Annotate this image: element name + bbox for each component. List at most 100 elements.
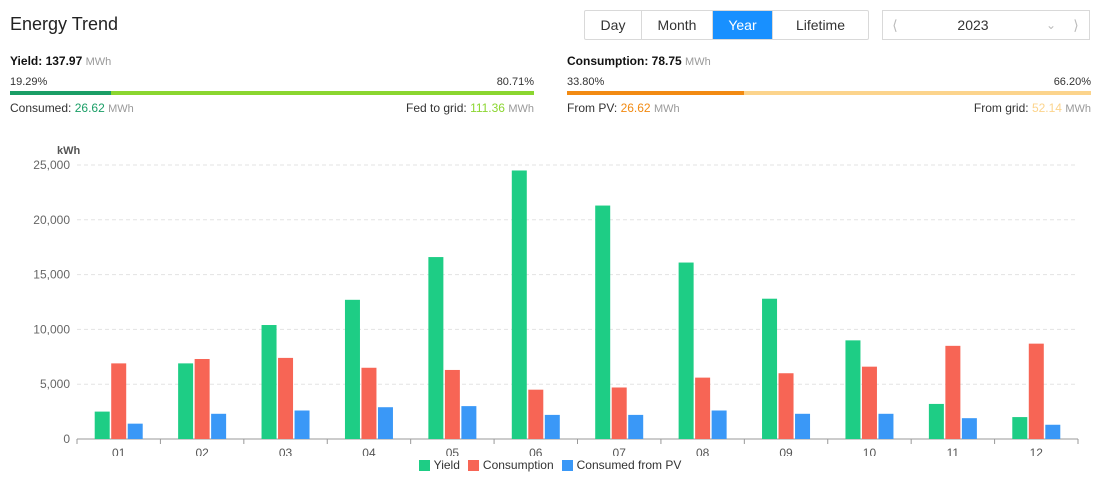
bar-yield — [1012, 417, 1028, 439]
consumption-from-grid: From grid: 52.14 MWh — [974, 101, 1091, 115]
consumption-pv-value: 26.62 — [620, 101, 651, 115]
tab-month[interactable]: Month — [642, 11, 713, 39]
bar-consumption — [361, 367, 377, 439]
x-tick-label: 01 — [112, 446, 126, 456]
bar-consumed-from-pv — [795, 413, 811, 439]
tab-day[interactable]: Day — [585, 11, 642, 39]
bar-consumed-from-pv — [1045, 424, 1061, 439]
x-tick-label: 04 — [362, 446, 376, 456]
x-tick-label: 09 — [779, 446, 793, 456]
consumption-pv-segment — [567, 91, 745, 95]
consumption-pv-label: From PV: — [567, 101, 618, 115]
yield-fed-pct: 80.71% — [496, 76, 534, 88]
tab-lifetime[interactable]: Lifetime — [795, 17, 846, 33]
bar-yield — [94, 411, 110, 439]
tab-year[interactable]: Year — [713, 11, 773, 39]
period-tabs: Day Month Year Lifetime — [584, 10, 869, 40]
yield-label: Yield: — [10, 54, 43, 68]
consumption-value: 78.75 — [651, 54, 682, 68]
x-tick-label: 11 — [947, 446, 960, 456]
bar-consumed-from-pv — [211, 413, 227, 439]
bar-consumed-from-pv — [544, 414, 560, 439]
legend-swatch — [418, 459, 430, 471]
yield-unit: MWh — [85, 56, 112, 68]
bar-consumed-from-pv — [878, 413, 894, 439]
bar-yield — [178, 363, 194, 439]
bar-consumption — [861, 366, 877, 439]
bar-consumed-from-pv — [711, 410, 727, 439]
y-tick-label: 10,000 — [33, 322, 70, 336]
consumption-pv-pct: 33.80% — [567, 76, 605, 88]
consumption-ratio-bar — [567, 91, 1091, 95]
x-tick-label: 06 — [529, 446, 543, 456]
bar-consumed-from-pv — [961, 418, 977, 439]
y-tick-label: 15,000 — [33, 268, 70, 282]
legend-label: Yield — [433, 458, 460, 472]
bar-yield — [595, 205, 611, 439]
page-title: Energy Trend — [10, 14, 119, 34]
bar-consumed-from-pv — [628, 414, 644, 439]
x-tick-label: 02 — [195, 446, 209, 456]
x-tick-label: 05 — [446, 446, 460, 456]
yield-consumed-pct: 19.29% — [10, 76, 48, 88]
bar-consumption — [945, 345, 961, 439]
bar-yield — [678, 262, 694, 439]
bar-consumption — [528, 389, 544, 439]
y-tick-label: 5,000 — [40, 377, 70, 391]
consumption-from-pv: From PV: 26.62 MWh — [567, 101, 680, 115]
yield-consumed-value: 26.62 — [74, 101, 105, 115]
x-tick-label: 10 — [863, 446, 877, 456]
x-tick-label: 08 — [696, 446, 710, 456]
x-tick-label: 07 — [613, 446, 627, 456]
legend-swatch — [467, 459, 479, 471]
bar-consumed-from-pv — [294, 410, 310, 439]
y-tick-label: 0 — [63, 432, 70, 446]
yield-fed-label: Fed to grid: — [406, 101, 467, 115]
chart-legend: Yield Consumption Consumed from PV — [0, 458, 1100, 472]
y-axis-label: kWh — [57, 145, 81, 157]
consumption-label: Consumption: — [567, 54, 649, 68]
energy-bar-chart: kWh 0 5,000 10,000 15,000 20,000 25,000 01 02 03 0… — [33, 145, 1079, 456]
legend-item[interactable]: Consumed from PV — [561, 458, 682, 472]
consumption-grid-pct: 66.20% — [1053, 76, 1091, 88]
bar-yield — [511, 170, 527, 440]
x-tick-label: 12 — [1030, 446, 1044, 456]
bar-consumption — [194, 358, 210, 439]
legend-item[interactable]: Consumption — [467, 458, 554, 472]
chevron-left-icon[interactable]: ⟨ — [892, 16, 898, 33]
bar-consumption — [111, 363, 127, 439]
bar-consumption — [1028, 343, 1044, 439]
yield-ratio-bar — [10, 91, 534, 95]
yield-stat: Yield: 137.97 MWh 19.29% 80.71% Consumed… — [10, 54, 534, 115]
bar-yield — [261, 325, 277, 439]
bar-consumption — [444, 369, 460, 439]
consumption-pv-unit: MWh — [653, 103, 680, 115]
bar-consumption — [611, 387, 627, 439]
bar-consumed-from-pv — [377, 407, 393, 439]
bar-consumed-from-pv — [127, 423, 143, 439]
bar-consumption — [778, 373, 794, 439]
consumption-stat: Consumption: 78.75 MWh 33.80% 66.20% Fro… — [567, 54, 1091, 115]
chevron-right-icon[interactable]: ⟩ — [1073, 16, 1079, 33]
legend-label: Consumed from PV — [576, 458, 682, 472]
bar-yield — [344, 299, 360, 439]
bar-consumption — [695, 377, 711, 439]
consumption-grid-label: From grid: — [973, 101, 1029, 115]
legend-item[interactable]: Yield — [418, 458, 460, 472]
legend-label: Consumption — [482, 458, 554, 472]
yield-fed: Fed to grid: 111.36 MWh — [406, 101, 534, 115]
yield-consumed-unit: MWh — [108, 103, 134, 115]
yield-value: 137.97 — [45, 54, 83, 68]
year-value[interactable]: 2023 — [957, 17, 989, 33]
legend-swatch — [561, 459, 573, 471]
y-tick-label: 25,000 — [33, 158, 70, 172]
yield-fed-unit: MWh — [508, 103, 534, 115]
chevron-down-icon[interactable]: ⌄ — [1045, 18, 1057, 32]
year-picker[interactable]: ⟨ 2023 ⌄ ⟩ — [882, 10, 1090, 40]
consumption-grid-unit: MWh — [1065, 103, 1091, 115]
consumption-unit: MWh — [685, 56, 711, 68]
consumption-grid-value: 52.14 — [1031, 101, 1062, 115]
yield-consumed: Consumed: 26.62 MWh — [10, 101, 134, 115]
consumption-grid-segment — [744, 91, 1091, 95]
yield-fed-value: 111.36 — [470, 101, 505, 115]
